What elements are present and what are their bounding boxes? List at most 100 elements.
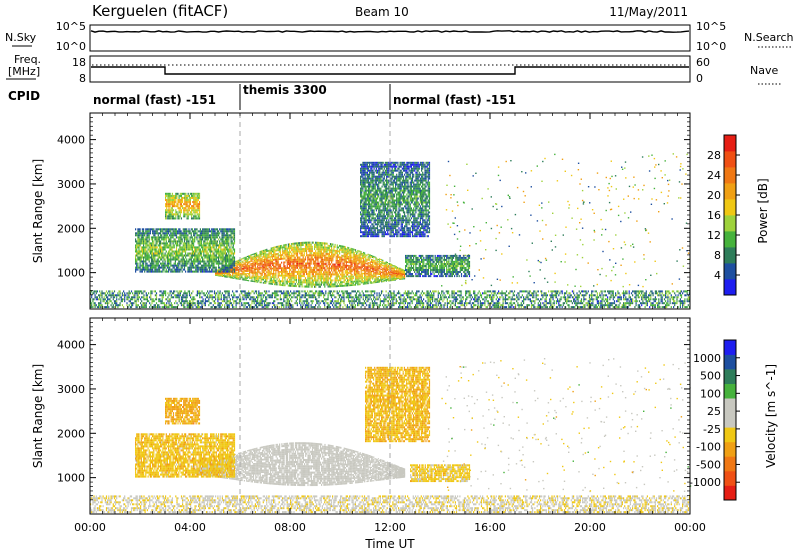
- echo-cell: [194, 236, 196, 239]
- noise-left-tick-top: 10^5: [56, 20, 86, 33]
- echo-cell: [197, 254, 199, 257]
- echo-cell: [225, 266, 228, 269]
- echo-cell: [182, 264, 184, 267]
- echo-cell: [377, 265, 379, 267]
- echo-cell: [325, 263, 327, 266]
- echo-cell: [186, 260, 188, 263]
- echo-cell: [385, 274, 387, 276]
- echo-cell: [326, 273, 328, 276]
- echo-cell: [267, 271, 269, 273]
- echo-cell: [678, 181, 681, 183]
- echo-cell: [292, 264, 294, 267]
- echo-cell: [153, 252, 155, 255]
- echo-cell: [206, 256, 208, 259]
- echo-cell: [373, 268, 375, 270]
- echo-cell: [343, 247, 345, 250]
- echo-cell: [291, 245, 293, 247]
- echo-cell: [267, 274, 269, 277]
- echo-cell: [198, 240, 200, 243]
- echo-cell: [374, 262, 376, 264]
- echo-cell: [370, 256, 373, 258]
- echo-cell: [168, 238, 170, 241]
- echo-cell: [180, 230, 182, 233]
- echo-cell: [304, 285, 307, 288]
- echo-cell: [369, 267, 371, 270]
- echo-cell: [169, 262, 171, 265]
- echo-cell: [605, 209, 607, 212]
- echo-cell: [294, 258, 296, 261]
- echo-cell: [386, 269, 388, 271]
- echo-cell: [214, 240, 216, 243]
- echo-cell: [163, 264, 165, 267]
- echo-cell: [138, 258, 140, 261]
- echo-cell: [295, 277, 297, 280]
- echo-cell: [337, 273, 340, 276]
- echo-cell: [337, 281, 340, 284]
- echo-cell: [360, 277, 362, 279]
- echo-cell: [228, 268, 230, 271]
- echo-cell: [171, 192, 173, 195]
- echo-cell: [236, 274, 238, 276]
- echo-cell: [372, 274, 374, 276]
- echo-cell: [274, 274, 276, 277]
- echo-cell: [328, 261, 330, 264]
- echo-cell: [179, 234, 181, 237]
- echo-cell: [194, 252, 196, 255]
- echo-cell: [370, 260, 373, 262]
- echo-cell: [157, 240, 159, 243]
- echo-cell: [663, 203, 665, 205]
- echo-cell: [190, 236, 192, 239]
- echo-cell: [148, 242, 150, 245]
- echo-cell: [311, 285, 313, 288]
- echo-cell: [359, 280, 361, 282]
- echo-cell: [375, 275, 377, 278]
- echo-cell: [402, 269, 404, 271]
- echo-cell: [274, 265, 276, 268]
- echo-cell: [154, 250, 156, 253]
- echo-cell: [163, 234, 165, 237]
- echo-cell: [253, 254, 255, 256]
- echo-cell: [261, 269, 263, 272]
- echo-cell: [220, 250, 222, 253]
- echo-cell: [169, 213, 171, 216]
- echo-cell: [289, 270, 291, 273]
- echo-cell: [308, 273, 310, 276]
- echo-cell: [309, 258, 311, 261]
- echo-cell: [328, 251, 330, 254]
- echo-cell: [140, 236, 142, 239]
- echo-cell: [224, 256, 226, 259]
- echo-cell: [269, 271, 271, 273]
- echo-cell: [216, 230, 218, 233]
- echo-cell: [334, 253, 336, 256]
- echo-cell: [206, 264, 208, 267]
- echo-cell: [341, 277, 343, 280]
- echo-cell: [135, 256, 137, 259]
- echo-cell: [391, 272, 393, 274]
- echo-cell: [229, 228, 231, 231]
- echo-cell: [157, 244, 159, 247]
- echo-cell: [148, 240, 150, 243]
- echo-cell: [251, 279, 253, 281]
- echo-cell: [571, 217, 573, 219]
- echo-cell: [367, 281, 369, 283]
- echo-cell: [202, 264, 204, 267]
- echo-cell: [167, 194, 169, 197]
- echo-cell: [188, 244, 190, 247]
- echo-cell: [219, 275, 221, 277]
- echo-cell: [299, 248, 301, 251]
- echo-cell: [139, 258, 141, 261]
- echo-cell: [285, 247, 287, 250]
- echo-cell: [155, 236, 157, 239]
- echo-cell: [203, 248, 205, 251]
- echo-cell: [257, 275, 259, 278]
- echo-cell: [143, 234, 145, 237]
- echo-cell: [223, 266, 225, 269]
- echo-cell: [497, 166, 500, 168]
- echo-cell: [348, 250, 350, 253]
- echo-cell: [196, 258, 198, 261]
- echo-cell: [314, 256, 316, 259]
- echo-cell: [149, 246, 151, 249]
- echo-cell: [296, 262, 299, 265]
- echo-cell: [615, 188, 617, 190]
- echo-cell: [375, 267, 377, 269]
